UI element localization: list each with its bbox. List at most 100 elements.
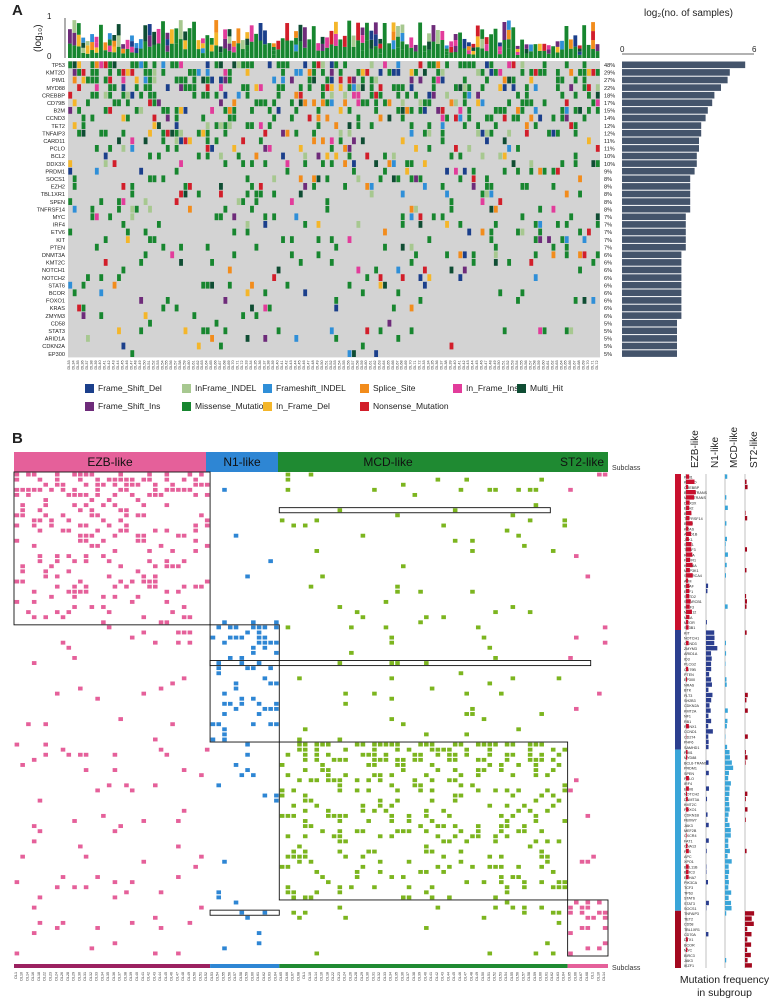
freq-bar — [686, 510, 692, 516]
top-bar-segment — [152, 44, 157, 58]
heatmap-cell — [176, 487, 181, 492]
heatmap-cell — [354, 610, 360, 615]
heatmap-cell — [245, 768, 250, 772]
mutation-cell — [347, 122, 352, 129]
subclass-band-st2: ST2-like — [498, 452, 608, 472]
legend-item: Multi_Hit — [517, 383, 563, 393]
legend-label: Frameshift_INDEL — [276, 383, 346, 393]
freq-bar — [686, 583, 690, 588]
heatmap-cell — [493, 656, 498, 660]
mutation-cell — [529, 69, 534, 76]
heatmap-cell — [429, 895, 435, 900]
top-bar-segment — [156, 43, 161, 58]
mutation-cell — [192, 69, 197, 76]
mutation-cell — [329, 61, 334, 69]
gene-group-sidebar — [675, 630, 681, 750]
freq-bar — [706, 900, 709, 906]
heatmap-cell — [354, 869, 360, 874]
mutation-cell — [551, 167, 556, 175]
mutation-cell — [179, 61, 183, 69]
gene-label: CDKN2A — [684, 704, 699, 708]
heatmap-cell — [458, 671, 464, 676]
mutation-cell — [578, 69, 582, 76]
mutation-cell — [427, 122, 432, 129]
mutation-cell — [312, 99, 316, 107]
sample-label: DL35 — [253, 360, 257, 369]
mutation-cell — [454, 145, 458, 152]
mutation-cell — [263, 335, 268, 342]
mutation-cell — [595, 91, 600, 99]
heatmap-cell — [579, 910, 585, 915]
mutation-cell — [449, 342, 454, 350]
mutation-cell — [121, 84, 126, 91]
sample-label: DL52 — [204, 972, 208, 981]
top-bar-segment — [506, 39, 511, 49]
mutation-cell — [529, 114, 534, 122]
top-bar-segment — [537, 50, 542, 58]
heatmap-cell — [72, 487, 77, 492]
heatmap-cell — [262, 645, 268, 650]
sample-label: DL44 — [116, 360, 120, 369]
freq-bar — [725, 562, 727, 568]
top-bar-segment — [396, 47, 400, 58]
heatmap-cell — [585, 900, 591, 905]
sample-label: DL54 — [216, 972, 220, 981]
heatmap-cell — [285, 472, 291, 477]
top-bar-segment — [232, 46, 236, 53]
heatmap-cell — [395, 798, 400, 803]
mutation-cell — [502, 107, 507, 114]
mutation-cell — [476, 122, 480, 129]
mutation-cell — [458, 251, 463, 259]
mutation-cell — [72, 289, 77, 297]
heatmap-cell — [181, 487, 187, 492]
top-bar-segment — [378, 53, 383, 58]
mutation-cell — [511, 84, 516, 91]
mutation-cell — [387, 319, 392, 327]
heatmap-cell — [585, 574, 591, 579]
heatmap-cell — [487, 747, 493, 752]
heatmap-cell — [193, 549, 198, 553]
gene-label: SH2B3 — [684, 699, 696, 703]
gene-label: FOXO1 — [684, 808, 697, 812]
heatmap-cell — [135, 594, 141, 599]
heatmap-cell — [302, 757, 308, 762]
mutation-cell — [347, 76, 352, 84]
heatmap-cell — [129, 482, 135, 487]
mutation-cell — [139, 297, 144, 304]
heatmap-cell — [475, 768, 481, 772]
heatmap-cell — [487, 854, 493, 859]
mutation-cell — [267, 145, 272, 152]
sample-label: DL41 — [141, 972, 145, 981]
freq-bar — [725, 651, 727, 656]
heatmap-cell — [527, 747, 533, 752]
heatmap-cell — [216, 783, 222, 788]
mutation-cell — [587, 228, 591, 236]
sample-label: DL39 — [418, 972, 422, 981]
sample-label: DL35 — [431, 360, 435, 369]
mutation-cell — [595, 107, 600, 114]
heatmap-cell — [153, 487, 158, 492]
freq-bar — [745, 796, 746, 802]
heatmap-cell — [452, 834, 458, 839]
heatmap-cell — [251, 773, 256, 778]
heatmap-cell — [83, 554, 89, 559]
mutation-cell — [99, 129, 104, 137]
gene-label: KMT2A — [684, 709, 697, 713]
mutation-cell — [533, 122, 538, 129]
heatmap-cell — [54, 885, 60, 890]
top-bar-segment — [227, 36, 232, 44]
top-bar-segment — [529, 51, 533, 58]
top-bar-segment — [573, 35, 578, 47]
mutation-cell — [103, 107, 108, 114]
mutation-cell — [378, 281, 383, 289]
heatmap-cell — [308, 798, 314, 803]
legend-label: Multi_Hit — [530, 383, 564, 393]
mutation-cell — [489, 69, 494, 76]
mutation-cell — [502, 76, 507, 84]
freq-bar — [745, 708, 748, 713]
heatmap-cell — [597, 691, 602, 696]
mutation-cell — [480, 228, 485, 236]
freq-bar — [725, 495, 727, 500]
mutation-cell — [374, 107, 379, 114]
heatmap-cell — [360, 808, 366, 813]
